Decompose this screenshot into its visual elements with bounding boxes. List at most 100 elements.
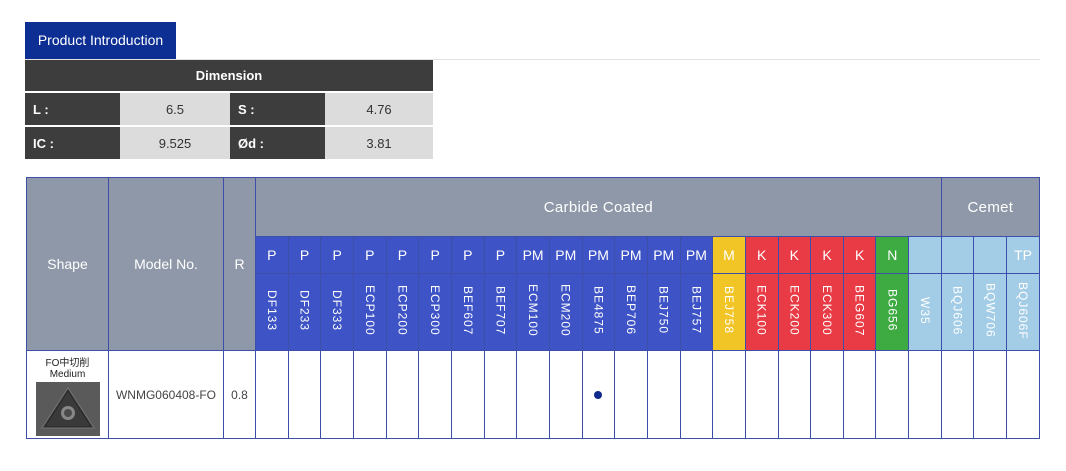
grade-cell-bqj606: BQJ606 (940, 273, 975, 351)
grade-cell-ecm200: ECM200 (548, 273, 583, 351)
grade-label: ECK200 (787, 285, 802, 336)
grade-cell-bej750: BEJ750 (646, 273, 681, 351)
dim-value-s: 4.76 (325, 91, 434, 126)
grade-cell-df133: DF133 (255, 273, 289, 351)
grade-label: BG656 (885, 289, 900, 332)
header-carbide-coated: Carbide Coated (255, 177, 942, 237)
class-cell-ecm100: PM (516, 236, 550, 274)
availability-cell-eck100 (744, 350, 779, 439)
availability-cell-bef707 (483, 350, 518, 439)
availability-cell-ecm200 (548, 350, 583, 439)
grade-cell-bej758: BEJ758 (712, 273, 746, 351)
grade-cell-be4875: BE4875 (581, 273, 616, 351)
header-r: R (223, 177, 256, 351)
grade-cell-bep706: BEP706 (614, 273, 648, 351)
class-cell-eck300: K (810, 236, 844, 274)
availability-cell-eck300 (810, 350, 844, 439)
grade-label: DF333 (330, 289, 345, 332)
grade-cell-bej757: BEJ757 (679, 273, 714, 351)
grade-cell-ecp200: ECP200 (385, 273, 420, 351)
availability-cell-bqj606f (1006, 350, 1040, 439)
grade-label: BEF607 (460, 285, 475, 336)
availability-cell-be4875 (581, 350, 616, 439)
availability-cell-bej758 (712, 350, 746, 439)
availability-cell-bg656 (875, 350, 910, 439)
grade-label: BQJ606 (950, 285, 965, 336)
grade-cell-bef707: BEF707 (483, 273, 518, 351)
grade-cell-bqw706: BQW706 (973, 273, 1008, 351)
class-cell-ecm200: PM (548, 236, 583, 274)
grade-label: BQJ606F (1016, 281, 1031, 340)
class-cell-bqj606f: TP (1006, 236, 1040, 274)
class-cell-df333: P (320, 236, 354, 274)
grade-cell-df333: DF333 (320, 273, 354, 351)
grade-label: W35 (917, 296, 932, 325)
insert-shape-icon (35, 381, 100, 436)
class-cell-bej758: M (712, 236, 746, 274)
grade-cell-df233: DF233 (287, 273, 322, 351)
availability-cell-bqj606 (940, 350, 975, 439)
availability-cell-ecp100 (352, 350, 387, 439)
grade-label: ECP100 (362, 285, 377, 336)
grade-label: BQW706 (983, 283, 998, 338)
grade-cell-bef607: BEF607 (450, 273, 485, 351)
class-cell-bef707: P (483, 236, 518, 274)
dim-value-ic: 9.525 (120, 125, 230, 159)
dimension-table: Dimension L : 6.5 S : 4.76 IC : 9.525 Ød… (25, 60, 434, 159)
grade-cell-eck300: ECK300 (810, 273, 844, 351)
class-cell-eck200: K (777, 236, 812, 274)
availability-cell-ecm100 (516, 350, 550, 439)
class-cell-ecp100: P (352, 236, 387, 274)
availability-cell-bej750 (646, 350, 681, 439)
grade-cell-eck200: ECK200 (777, 273, 812, 351)
class-cell-bej750: PM (646, 236, 681, 274)
grade-cell-ecp300: ECP300 (418, 273, 452, 351)
grade-label: BEJ757 (689, 286, 704, 335)
class-cell-df233: P (287, 236, 322, 274)
shape-title: FO中切削 (45, 357, 90, 369)
model-number: WNMG060408-FO (108, 350, 224, 439)
dim-value-l: 6.5 (120, 91, 230, 126)
availability-cell-ecp200 (385, 350, 420, 439)
class-cell-bep706: PM (614, 236, 648, 274)
available-dot-icon (594, 390, 603, 399)
tab-product-introduction[interactable]: Product Introduction (25, 22, 176, 59)
header-shape: Shape (26, 177, 109, 351)
grade-label: ECK100 (754, 285, 769, 336)
grade-cell-beg607: BEG607 (842, 273, 877, 351)
class-cell-bg656: N (875, 236, 910, 274)
grade-cell-ecp100: ECP100 (352, 273, 387, 351)
dim-label-s: S : (230, 91, 325, 126)
corner-radius: 0.8 (223, 350, 256, 439)
grade-cell-eck100: ECK100 (744, 273, 779, 351)
class-cell-bqw706 (973, 236, 1008, 274)
grade-label: ECM200 (558, 284, 573, 337)
availability-cell-eck200 (777, 350, 812, 439)
grade-label: BEF707 (493, 285, 508, 336)
grade-cell-bqj606f: BQJ606F (1006, 273, 1040, 351)
dim-label-od: Ød : (230, 125, 325, 159)
grade-label: BE4875 (591, 286, 606, 335)
dim-label-l: L : (25, 91, 120, 126)
grade-cell-ecm100: ECM100 (516, 273, 550, 351)
dim-value-od: 3.81 (325, 125, 434, 159)
grade-cell-bg656: BG656 (875, 273, 910, 351)
grade-label: DF133 (264, 289, 279, 332)
shape-cell: FO中切削 Medium (26, 350, 109, 439)
class-cell-w35 (908, 236, 942, 274)
grade-table: Shape Model No. R Carbide Coated Cemet P… (26, 177, 1041, 439)
grade-label: ECM100 (526, 284, 541, 337)
class-cell-eck100: K (744, 236, 779, 274)
grade-label: BEG607 (852, 284, 867, 337)
shape-subtitle: Medium (49, 368, 86, 380)
grade-label: BEP706 (624, 285, 639, 336)
availability-cell-df233 (287, 350, 322, 439)
class-cell-bej757: PM (679, 236, 714, 274)
availability-cell-w35 (908, 350, 942, 439)
availability-cell-bep706 (614, 350, 648, 439)
availability-cell-df133 (255, 350, 289, 439)
class-cell-beg607: K (842, 236, 877, 274)
class-cell-ecp300: P (418, 236, 452, 274)
grade-label: ECP200 (395, 285, 410, 336)
availability-cell-ecp300 (418, 350, 452, 439)
